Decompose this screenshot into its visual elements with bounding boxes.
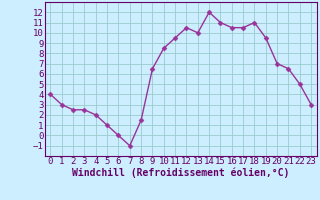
X-axis label: Windchill (Refroidissement éolien,°C): Windchill (Refroidissement éolien,°C) <box>72 168 290 178</box>
